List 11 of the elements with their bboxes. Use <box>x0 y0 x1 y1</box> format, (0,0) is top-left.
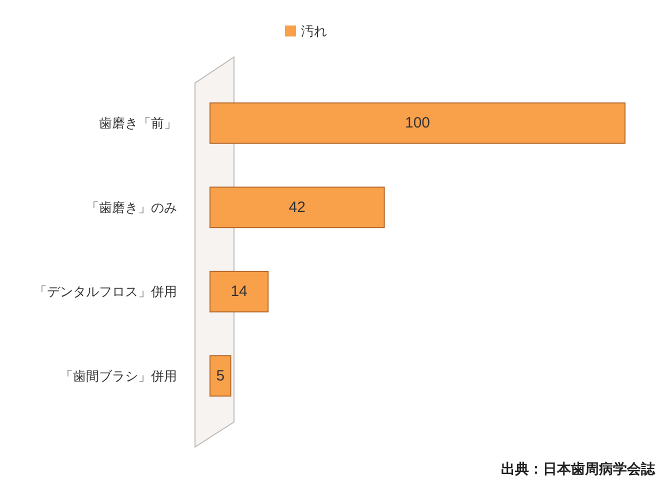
y-tick-label: 「デンタルフロス」併用 <box>34 284 177 300</box>
y-tick-label: 「歯磨き」のみ <box>86 200 177 215</box>
y-tick-label: 歯磨き「前」 <box>99 116 177 131</box>
data-label: 100 <box>404 114 430 132</box>
data-label: 42 <box>288 198 306 216</box>
data-label: 5 <box>216 367 225 384</box>
y-tick-label: 「歯間ブラシ」併用 <box>60 368 177 384</box>
legend: 汚れ <box>285 24 327 38</box>
data-label: 14 <box>230 283 248 300</box>
legend-label: 汚れ <box>301 24 327 38</box>
source-note: 出典：日本歯周病学会誌 <box>501 460 656 478</box>
